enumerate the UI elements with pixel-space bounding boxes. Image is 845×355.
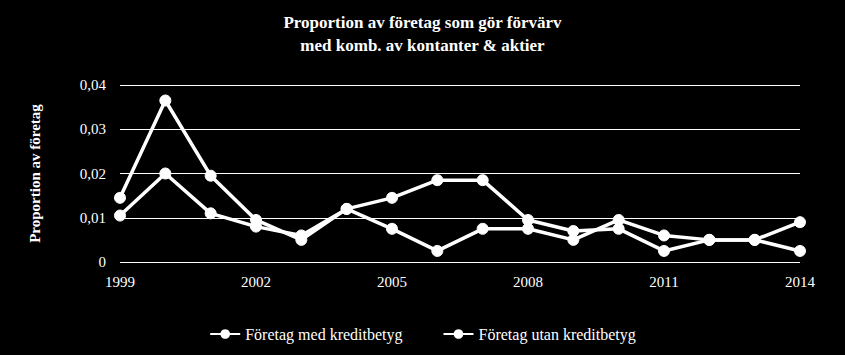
svg-text:Företag utan kreditbetyg: Företag utan kreditbetyg xyxy=(479,326,636,344)
svg-text:0,03: 0,03 xyxy=(80,121,106,137)
svg-text:2002: 2002 xyxy=(241,274,271,290)
svg-text:Proportion av företag som gör: Proportion av företag som gör förvärv xyxy=(283,13,562,32)
svg-text:2011: 2011 xyxy=(649,274,678,290)
svg-text:med komb. av kontanter & aktie: med komb. av kontanter & aktier xyxy=(300,36,545,55)
svg-text:1999: 1999 xyxy=(105,274,135,290)
svg-text:2014: 2014 xyxy=(785,274,816,290)
svg-text:0,04: 0,04 xyxy=(80,77,107,93)
svg-text:0,02: 0,02 xyxy=(80,166,106,182)
svg-text:0,01: 0,01 xyxy=(80,210,106,226)
svg-text:2008: 2008 xyxy=(513,274,543,290)
svg-text:2005: 2005 xyxy=(377,274,407,290)
svg-text:Företag med kreditbetyg: Företag med kreditbetyg xyxy=(245,326,402,344)
svg-text:0: 0 xyxy=(99,254,107,270)
svg-text:Proportion av företag: Proportion av företag xyxy=(27,104,43,243)
